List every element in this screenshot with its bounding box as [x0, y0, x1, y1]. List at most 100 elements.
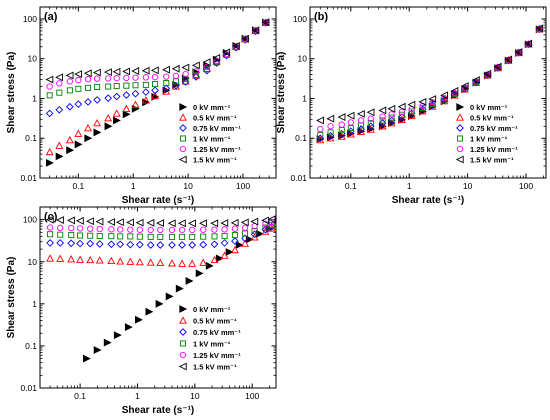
data-point	[95, 256, 104, 264]
data-point	[460, 82, 469, 91]
data-point	[95, 217, 104, 226]
panel-label: (b)	[314, 11, 328, 23]
data-point	[387, 104, 396, 113]
data-point	[93, 96, 101, 104]
data-point	[84, 98, 92, 106]
legend-entry-label: 1.5 kV mm⁻¹	[470, 156, 514, 165]
data-point	[86, 239, 95, 248]
legend: 0 kV mm⁻¹ 0.5 kV mm⁻¹0.75 kV mm⁻¹ 1 kV mm⁻…	[178, 103, 241, 165]
data-point	[127, 226, 134, 233]
legend-marker	[455, 155, 464, 164]
data-point	[113, 74, 120, 82]
data-point	[366, 108, 375, 117]
data-point	[123, 74, 130, 82]
legend-marker	[179, 113, 187, 121]
data-point	[357, 127, 366, 135]
data-point	[317, 125, 324, 133]
data-point	[356, 109, 365, 118]
data-point	[450, 86, 459, 95]
data-point	[182, 70, 189, 78]
data-point	[151, 91, 160, 100]
data-point	[182, 75, 189, 82]
data-point	[251, 26, 260, 35]
data-point	[103, 68, 112, 77]
data-point	[231, 225, 239, 232]
data-point	[107, 256, 116, 265]
data-point	[57, 231, 64, 238]
data-point	[116, 240, 125, 249]
data-point	[428, 95, 437, 103]
y-tick-label: 100	[23, 14, 37, 24]
data-series	[317, 25, 543, 133]
data-point	[74, 100, 83, 108]
data-point	[188, 241, 197, 249]
data-point	[142, 88, 150, 96]
data-point	[397, 102, 406, 111]
legend-entry-label: 0 kV mm⁻¹	[470, 103, 508, 112]
data-point	[337, 113, 346, 122]
chart-panel: 0.1 1 10 100 0.01 0.1 1 10 100 Shear rate (s⁻¹) Sh…	[6, 206, 277, 416]
data-point	[199, 240, 208, 249]
data-point	[388, 111, 395, 118]
data-point	[230, 245, 239, 254]
data-point	[241, 239, 249, 247]
data-point	[146, 218, 155, 227]
y-tick-label: 100	[293, 14, 307, 24]
data-point	[46, 224, 54, 231]
panel-label: (a)	[44, 11, 58, 23]
data-point	[162, 87, 171, 95]
legend-marker	[456, 124, 464, 132]
y-tick-label: 1	[32, 299, 37, 309]
data-point	[378, 106, 387, 115]
data-point	[93, 128, 102, 137]
data-point	[367, 115, 374, 122]
data-series	[46, 218, 276, 234]
legend-entry-label: 0.5 kV mm⁻¹	[193, 114, 237, 123]
data-point	[483, 69, 492, 78]
data-point	[210, 240, 219, 249]
data-point	[211, 233, 218, 240]
data-point	[212, 53, 221, 62]
legend-entry-label: 1.25 kV mm⁻¹	[470, 145, 518, 154]
data-point	[135, 257, 144, 266]
data-point	[181, 63, 190, 72]
data-point	[105, 83, 112, 90]
data-point	[156, 258, 165, 267]
data-point	[93, 346, 102, 354]
data-point	[367, 120, 374, 127]
data-series	[82, 225, 274, 363]
data-point	[261, 18, 270, 27]
data-point	[338, 121, 345, 128]
data-point	[205, 261, 214, 270]
data-point	[67, 239, 76, 248]
data-point	[122, 104, 131, 112]
data-point	[82, 354, 91, 363]
data-point	[92, 68, 101, 77]
data-point	[66, 87, 73, 94]
data-point	[107, 218, 115, 226]
data-point	[178, 259, 187, 267]
data-point	[167, 219, 176, 228]
x-tick-label: 0.1	[72, 181, 84, 191]
data-point	[202, 58, 211, 67]
data-point	[156, 241, 165, 249]
data-point	[87, 225, 94, 232]
data-point	[357, 117, 365, 124]
data-point	[104, 122, 113, 131]
data-point	[55, 73, 63, 82]
data-point	[55, 152, 64, 161]
data-point	[113, 331, 122, 340]
data-point	[66, 78, 74, 85]
data-point	[83, 69, 92, 78]
data-point	[268, 221, 275, 228]
legend-marker	[178, 362, 187, 371]
data-point	[471, 76, 480, 85]
data-point	[178, 226, 186, 234]
data-point	[172, 72, 180, 80]
legend-entry-label: 1.25 kV mm⁻¹	[193, 145, 241, 154]
data-point	[115, 218, 124, 227]
data-point	[408, 108, 415, 115]
data-point	[104, 94, 113, 102]
data-point	[387, 118, 396, 127]
data-point	[77, 232, 84, 239]
